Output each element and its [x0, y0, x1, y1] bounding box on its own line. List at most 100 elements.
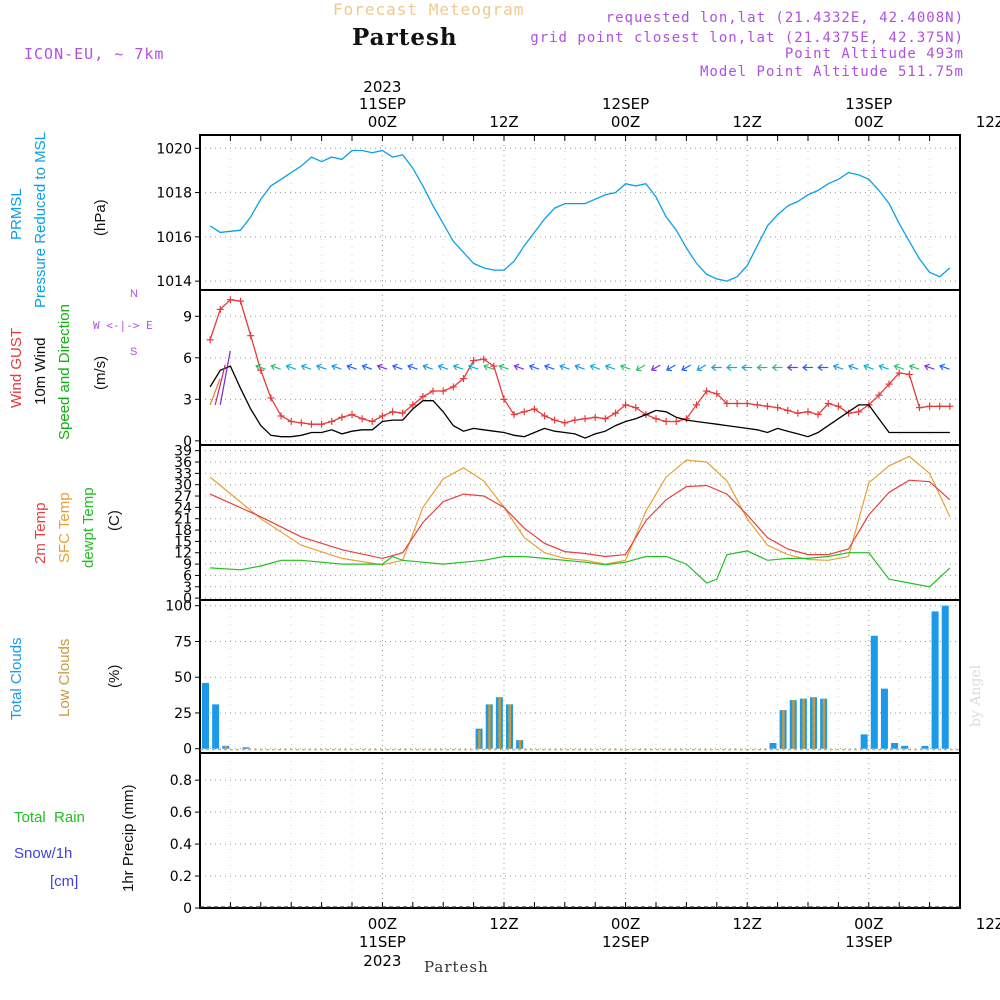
- wind-arrow-head: [939, 363, 946, 371]
- wind-arrow-head: [543, 363, 550, 371]
- location-title: Partesh: [352, 24, 458, 51]
- top-axis-date: 11SEP: [359, 95, 406, 113]
- wind-arrow-head: [696, 365, 703, 372]
- compass-we: W <-|-> E: [93, 319, 153, 332]
- wind-arrow-head: [666, 365, 672, 372]
- wind-direction-arrow: [756, 364, 768, 371]
- wind-direction-arrow: [786, 364, 798, 371]
- wind10-series: [209, 365, 950, 439]
- wind-direction-arrow: [255, 363, 266, 371]
- wind-arrow-shaft: [939, 365, 950, 370]
- t2m-series: [209, 479, 951, 560]
- wind-arrow-shaft: [316, 365, 327, 370]
- wind-direction-arrow: [832, 363, 844, 371]
- gridpoint-coords: grid point closest lon,lat (21.4375E, 42…: [530, 30, 964, 46]
- wind-arrow-head: [467, 363, 474, 371]
- compass-s: S: [130, 346, 138, 358]
- wind-arrow-head: [437, 363, 444, 371]
- wind-arrow-shaft: [636, 364, 646, 371]
- bottom-axis-hour: 12Z: [489, 915, 518, 933]
- low-cloud-bar: [498, 697, 501, 749]
- wind-direction-arrow: [878, 363, 889, 371]
- y-tick-label: 0.6: [170, 805, 192, 821]
- wind-arrow-shaft: [377, 365, 388, 370]
- wind-arrow-shaft: [924, 365, 935, 370]
- wind-arrow-head: [589, 363, 596, 371]
- wind-direction-arrow: [863, 363, 874, 371]
- wind-arrow-shaft: [605, 365, 616, 370]
- wind-arrow-head: [741, 364, 747, 371]
- gust-series: [209, 299, 950, 425]
- wind-direction-arrow: [513, 363, 525, 371]
- bottom-axis-hour: 00Z: [611, 915, 640, 933]
- wind-direction-arrow: [619, 363, 631, 371]
- bottom-axis-hour: 00Z: [368, 915, 397, 933]
- dewpt-series: [210, 550, 951, 588]
- wind-arrow-head: [878, 363, 885, 371]
- wind-direction-arrow: [589, 363, 601, 371]
- y-tick-label: 0.4: [170, 837, 192, 853]
- model-label: ICON-EU, ~ 7km: [24, 45, 165, 63]
- wind-arrow-head: [681, 365, 688, 372]
- wind-direction-arrow: [666, 364, 676, 372]
- wind-arrow-shaft: [286, 365, 297, 370]
- wind-direction-arrow: [923, 363, 935, 371]
- low-cloud-bar: [802, 698, 805, 749]
- wind-direction-arrow: [771, 364, 783, 371]
- wind-arrow-head: [863, 363, 870, 371]
- wind-direction-arrow: [361, 363, 373, 371]
- wind-arrow-shaft: [863, 365, 874, 370]
- y-tick-label: 15: [174, 534, 192, 550]
- wind-arrow-head: [726, 364, 732, 371]
- wind-direction-arrow: [741, 364, 753, 371]
- wind-arrow-head: [635, 365, 642, 372]
- y-tick-label: 1016: [156, 230, 192, 246]
- wind-direction-arrow: [939, 363, 950, 371]
- model-altitude: Model Point Altitude 511.75m: [699, 64, 964, 80]
- wind-direction-arrow: [214, 364, 226, 406]
- top-axis-hour: 00Z: [368, 113, 397, 131]
- wind-direction-arrow: [817, 364, 829, 371]
- wind-arrow-head: [619, 363, 626, 371]
- wind-arrow-shaft: [620, 365, 631, 370]
- bottom-axis-date: 12SEP: [602, 933, 649, 951]
- low-cloud-bar: [518, 740, 522, 749]
- wind-arrow-shaft: [909, 365, 920, 370]
- top-axis-hour: 12Z: [489, 113, 518, 131]
- bottom-axis-hour: 12Z: [733, 915, 762, 933]
- y-tick-label: 1014: [156, 274, 192, 290]
- y-tick-label: 0: [183, 742, 192, 758]
- sfc-temp-series: [209, 455, 951, 566]
- y-tick-label: 33: [174, 466, 192, 482]
- wind-arrow-head: [498, 363, 505, 371]
- wind-direction-arrow: [209, 378, 221, 406]
- top-axis-hour: 00Z: [854, 113, 883, 131]
- total-cloud-bar: [860, 734, 868, 749]
- y-tick-label: 24: [174, 500, 192, 516]
- wind-arrow-shaft: [362, 365, 373, 370]
- wind-direction-arrow: [285, 363, 297, 371]
- total-cloud-bar: [901, 745, 909, 749]
- wind-direction-arrow: [543, 363, 555, 371]
- wind-arrow-head: [361, 363, 368, 371]
- wind-direction-arrow: [635, 364, 646, 372]
- y-tick-label: 36: [174, 455, 192, 471]
- wind-arrow-head: [285, 363, 292, 371]
- low-cloud-bar: [224, 745, 228, 749]
- bottom-axis-hour: 00Z: [854, 915, 883, 933]
- wind-arrow-head: [331, 363, 338, 371]
- wind-arrow-head: [422, 363, 429, 371]
- y-tick-label: 25: [174, 706, 192, 722]
- wind-arrow-head: [604, 363, 611, 371]
- wind-arrow-head: [908, 363, 915, 371]
- total-cloud-bar: [212, 704, 220, 749]
- top-axis-hour: 12Z: [733, 113, 762, 131]
- wind-direction-arrow: [467, 363, 479, 371]
- bottom-axis-year: 2023: [363, 952, 401, 970]
- wind-direction-arrow: [407, 363, 418, 371]
- wind-arrow-head: [802, 364, 808, 371]
- bottom-axis-hour: 12Z: [976, 915, 1000, 933]
- wind-direction-arrow: [452, 363, 464, 371]
- wind-arrow-shaft: [468, 365, 479, 370]
- wind-arrow-shaft: [271, 365, 281, 370]
